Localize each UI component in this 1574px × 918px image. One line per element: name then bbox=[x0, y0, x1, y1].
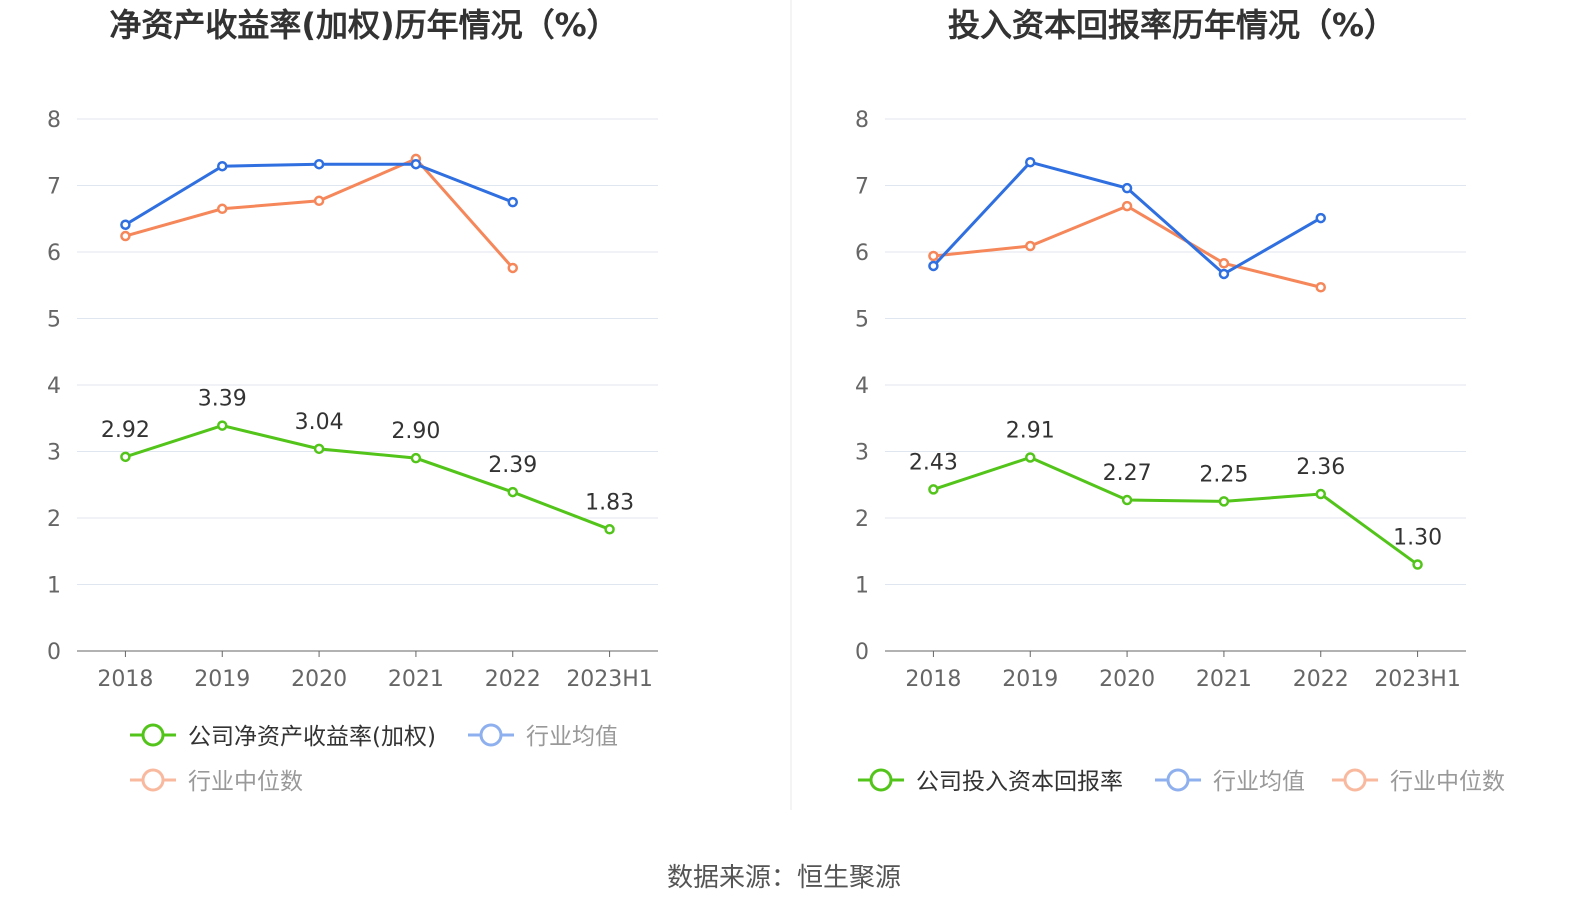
legend-item[interactable]: 行业均值 bbox=[1213, 769, 1305, 795]
data-point-company bbox=[410, 452, 422, 464]
x-tick-label: 2018 bbox=[97, 667, 153, 692]
data-label: 2.27 bbox=[1103, 461, 1152, 486]
series-line-median bbox=[933, 204, 1322, 289]
data-label: 2.25 bbox=[1199, 462, 1248, 487]
y-tick-label: 5 bbox=[47, 308, 61, 333]
data-point-avg bbox=[1025, 156, 1036, 168]
legend-marker bbox=[479, 723, 503, 747]
y-tick-label: 4 bbox=[47, 374, 61, 399]
x-tick-label: 2022 bbox=[1293, 667, 1349, 692]
data-point-company bbox=[1121, 494, 1133, 506]
data-point-median bbox=[1025, 240, 1036, 252]
data-label: 2.91 bbox=[1006, 418, 1055, 443]
x-tick-label: 2021 bbox=[1196, 667, 1252, 692]
legend-marker bbox=[141, 723, 165, 747]
data-label: 2.92 bbox=[101, 418, 150, 443]
x-tick-label: 2020 bbox=[291, 667, 347, 692]
legend-marker bbox=[869, 768, 893, 792]
legend-marker bbox=[1166, 768, 1190, 792]
x-tick-label: 2018 bbox=[905, 667, 961, 692]
data-point-median bbox=[928, 250, 939, 262]
y-tick-label: 7 bbox=[47, 175, 61, 200]
x-tick-label: 2023H1 bbox=[1374, 667, 1461, 692]
x-tick-label: 2019 bbox=[1002, 667, 1058, 692]
data-label: 2.39 bbox=[488, 453, 537, 478]
y-tick-label: 8 bbox=[855, 108, 869, 133]
y-tick-label: 0 bbox=[855, 640, 869, 665]
y-tick-label: 5 bbox=[855, 308, 869, 333]
y-tick-label: 1 bbox=[47, 574, 61, 599]
y-tick-label: 3 bbox=[47, 441, 61, 466]
data-point-median bbox=[507, 262, 518, 274]
x-tick-label: 2020 bbox=[1099, 667, 1155, 692]
series-line-avg bbox=[932, 160, 1322, 276]
data-point-avg bbox=[507, 196, 518, 208]
data-point-avg bbox=[313, 158, 325, 170]
legend-item[interactable]: 公司投入资本回报率 bbox=[916, 769, 1123, 795]
y-tick-label: 4 bbox=[855, 374, 869, 399]
data-point-median bbox=[313, 195, 325, 207]
data-point-median bbox=[1121, 200, 1133, 212]
x-tick-label: 2023H1 bbox=[566, 667, 653, 692]
y-tick-label: 6 bbox=[855, 241, 869, 266]
data-point-company bbox=[1218, 496, 1230, 507]
source-note: 数据来源：恒生聚源 bbox=[667, 863, 901, 893]
legend-item[interactable]: 行业中位数 bbox=[188, 769, 303, 795]
series-line-company bbox=[124, 424, 611, 531]
data-point-company bbox=[928, 484, 939, 495]
data-point-avg bbox=[120, 219, 131, 230]
chart-title: 投入资本回报率历年情况（%） bbox=[948, 6, 1396, 44]
legend-item[interactable]: 行业中位数 bbox=[1390, 769, 1505, 795]
data-point-avg bbox=[1218, 268, 1230, 280]
data-point-company bbox=[1315, 488, 1326, 500]
legend-item[interactable]: 公司净资产收益率(加权) bbox=[188, 724, 436, 750]
y-tick-label: 0 bbox=[47, 640, 61, 665]
data-point-company bbox=[507, 486, 518, 498]
data-point-company bbox=[604, 524, 615, 535]
data-point-median bbox=[1315, 281, 1326, 293]
data-point-company bbox=[1412, 559, 1423, 570]
series-line-avg bbox=[124, 162, 514, 227]
y-tick-label: 1 bbox=[855, 574, 869, 599]
y-tick-label: 6 bbox=[47, 241, 61, 266]
x-tick-label: 2021 bbox=[388, 667, 444, 692]
y-tick-label: 2 bbox=[47, 507, 61, 532]
data-point-avg bbox=[410, 158, 422, 170]
legend-marker bbox=[1343, 768, 1367, 792]
data-point-avg bbox=[1315, 212, 1326, 224]
data-point-avg bbox=[928, 260, 939, 272]
series-line-company bbox=[932, 455, 1419, 566]
data-label: 2.90 bbox=[391, 419, 440, 444]
x-tick-label: 2019 bbox=[194, 667, 250, 692]
x-tick-label: 2022 bbox=[485, 667, 541, 692]
data-point-company bbox=[120, 451, 131, 463]
data-point-company bbox=[217, 420, 228, 431]
data-point-median bbox=[120, 230, 131, 242]
data-label: 2.43 bbox=[909, 450, 958, 475]
data-point-avg bbox=[217, 160, 228, 172]
y-tick-label: 7 bbox=[855, 175, 869, 200]
data-label: 1.30 bbox=[1393, 526, 1442, 551]
data-point-company bbox=[313, 443, 325, 455]
data-point-company bbox=[1025, 452, 1036, 463]
data-label: 3.39 bbox=[198, 387, 247, 412]
data-point-avg bbox=[1121, 182, 1133, 194]
data-label: 1.83 bbox=[585, 490, 634, 515]
data-point-median bbox=[217, 203, 228, 215]
y-tick-label: 3 bbox=[855, 441, 869, 466]
data-label: 2.36 bbox=[1296, 455, 1345, 480]
legend-item[interactable]: 行业均值 bbox=[526, 724, 618, 750]
y-tick-label: 8 bbox=[47, 108, 61, 133]
legend-marker bbox=[141, 768, 165, 792]
y-tick-label: 2 bbox=[855, 507, 869, 532]
chart-title: 净资产收益率(加权)历年情况（%） bbox=[109, 6, 618, 44]
data-label: 3.04 bbox=[295, 410, 344, 435]
data-point-median bbox=[1218, 258, 1230, 269]
